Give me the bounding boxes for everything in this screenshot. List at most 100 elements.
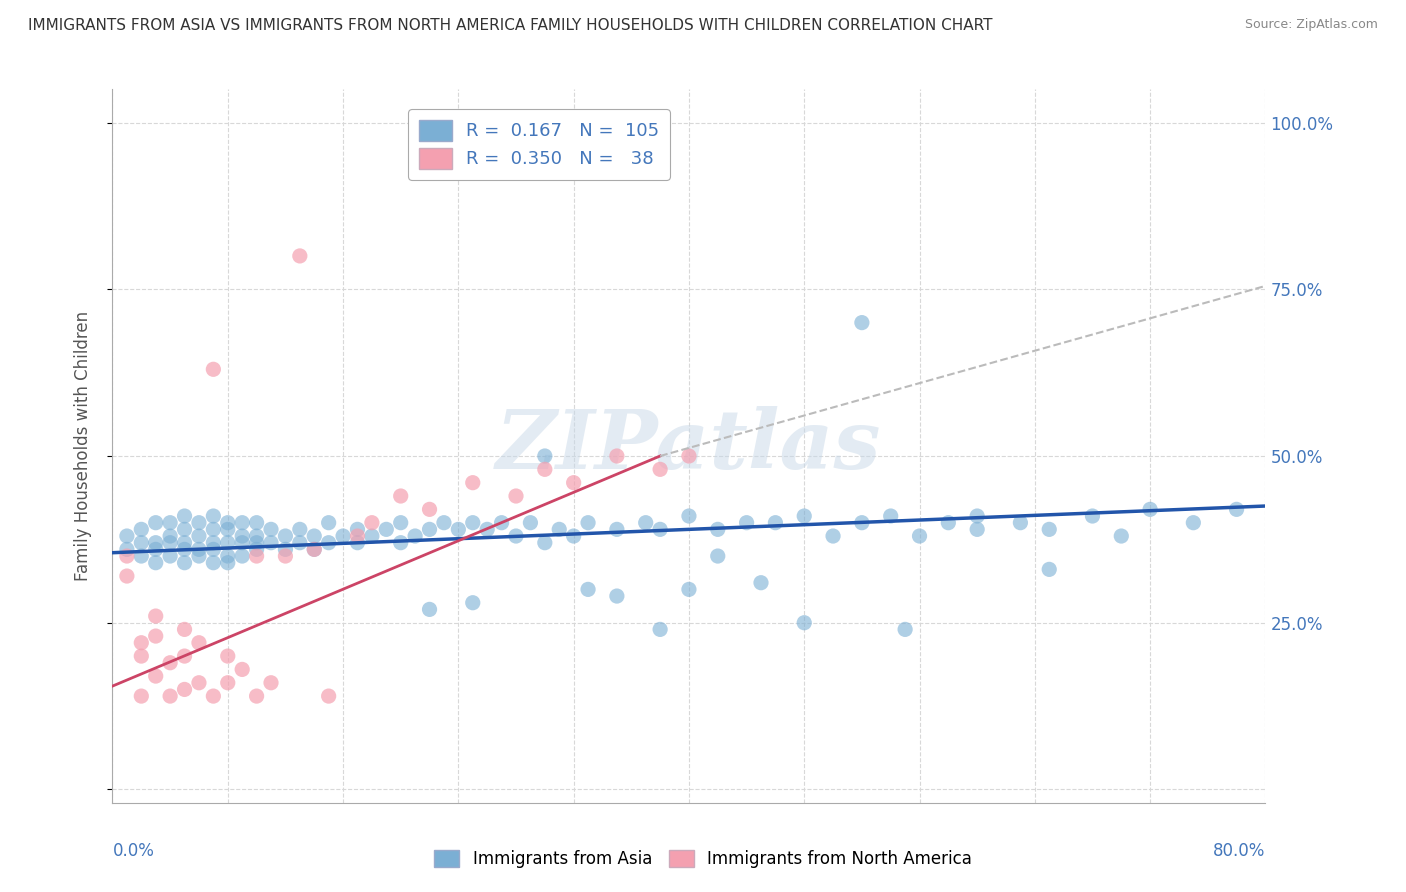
Point bbox=[246, 529, 269, 543]
Point bbox=[360, 516, 382, 530]
Point bbox=[202, 542, 225, 557]
Point bbox=[678, 582, 700, 597]
Point bbox=[202, 689, 225, 703]
Point bbox=[145, 535, 167, 549]
Point bbox=[260, 675, 283, 690]
Point bbox=[491, 516, 513, 530]
Point bbox=[188, 636, 211, 650]
Point bbox=[145, 542, 167, 557]
Text: 80.0%: 80.0% bbox=[1213, 842, 1265, 860]
Point bbox=[288, 535, 311, 549]
Point bbox=[246, 516, 269, 530]
Point bbox=[188, 529, 211, 543]
Point bbox=[173, 623, 195, 637]
Point bbox=[1081, 509, 1104, 524]
Point bbox=[821, 529, 844, 543]
Point bbox=[461, 475, 484, 490]
Point bbox=[173, 682, 195, 697]
Point bbox=[202, 509, 225, 524]
Point bbox=[159, 689, 181, 703]
Point bbox=[304, 529, 326, 543]
Point bbox=[145, 516, 167, 530]
Text: 0.0%: 0.0% bbox=[112, 842, 155, 860]
Point bbox=[202, 535, 225, 549]
Point bbox=[246, 535, 269, 549]
Point bbox=[129, 535, 153, 549]
Point bbox=[231, 535, 253, 549]
Point bbox=[304, 542, 326, 557]
Point bbox=[606, 449, 628, 463]
Point bbox=[851, 316, 873, 330]
Point bbox=[634, 516, 657, 530]
Point bbox=[115, 549, 138, 563]
Point bbox=[650, 623, 672, 637]
Point bbox=[966, 509, 988, 524]
Point bbox=[346, 535, 368, 549]
Point bbox=[188, 549, 211, 563]
Point bbox=[217, 649, 239, 664]
Point bbox=[188, 516, 211, 530]
Point bbox=[173, 509, 195, 524]
Point bbox=[606, 589, 628, 603]
Text: IMMIGRANTS FROM ASIA VS IMMIGRANTS FROM NORTH AMERICA FAMILY HOUSEHOLDS WITH CHI: IMMIGRANTS FROM ASIA VS IMMIGRANTS FROM … bbox=[28, 18, 993, 33]
Point bbox=[650, 522, 672, 536]
Point bbox=[678, 509, 700, 524]
Point bbox=[1111, 529, 1133, 543]
Point bbox=[576, 516, 599, 530]
Point bbox=[188, 542, 211, 557]
Point bbox=[159, 529, 181, 543]
Point bbox=[145, 609, 167, 624]
Point bbox=[606, 522, 628, 536]
Point bbox=[765, 516, 787, 530]
Point bbox=[274, 529, 297, 543]
Point bbox=[576, 582, 599, 597]
Point bbox=[908, 529, 931, 543]
Legend: Immigrants from Asia, Immigrants from North America: Immigrants from Asia, Immigrants from No… bbox=[427, 843, 979, 875]
Point bbox=[129, 549, 153, 563]
Point bbox=[389, 535, 412, 549]
Text: ZIPatlas: ZIPatlas bbox=[496, 406, 882, 486]
Point bbox=[678, 449, 700, 463]
Point bbox=[966, 522, 988, 536]
Point bbox=[173, 556, 195, 570]
Point bbox=[159, 516, 181, 530]
Point bbox=[475, 522, 499, 536]
Point bbox=[562, 475, 585, 490]
Point bbox=[274, 542, 297, 557]
Point bbox=[346, 522, 368, 536]
Point bbox=[461, 596, 484, 610]
Point bbox=[534, 449, 557, 463]
Point bbox=[419, 502, 441, 516]
Point bbox=[793, 509, 815, 524]
Point bbox=[115, 542, 138, 557]
Point bbox=[231, 529, 253, 543]
Point bbox=[202, 362, 225, 376]
Point bbox=[217, 556, 239, 570]
Legend: R =  0.167   N =  105, R =  0.350   N =   38: R = 0.167 N = 105, R = 0.350 N = 38 bbox=[408, 109, 669, 179]
Point bbox=[851, 516, 873, 530]
Point bbox=[145, 556, 167, 570]
Point bbox=[894, 623, 917, 637]
Point bbox=[1038, 562, 1060, 576]
Point bbox=[260, 535, 283, 549]
Point bbox=[880, 509, 903, 524]
Point bbox=[129, 649, 153, 664]
Point bbox=[793, 615, 815, 630]
Point bbox=[318, 516, 340, 530]
Point bbox=[246, 542, 269, 557]
Point bbox=[389, 516, 412, 530]
Point bbox=[505, 489, 527, 503]
Point bbox=[1010, 516, 1032, 530]
Point bbox=[274, 549, 297, 563]
Point bbox=[217, 675, 239, 690]
Point bbox=[159, 656, 181, 670]
Point bbox=[318, 535, 340, 549]
Point bbox=[129, 689, 153, 703]
Point bbox=[246, 689, 269, 703]
Point bbox=[389, 489, 412, 503]
Point bbox=[461, 516, 484, 530]
Point bbox=[505, 529, 527, 543]
Point bbox=[562, 529, 585, 543]
Point bbox=[173, 535, 195, 549]
Point bbox=[534, 535, 557, 549]
